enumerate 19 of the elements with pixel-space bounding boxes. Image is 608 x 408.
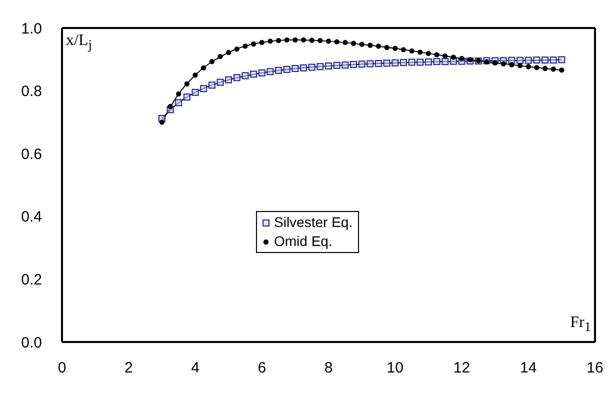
x-tick-label: 12 bbox=[453, 360, 470, 377]
x-tick-label: 16 bbox=[586, 360, 604, 377]
y-tick-label: 0.4 bbox=[21, 208, 42, 226]
legend-label: Silvester Eq. bbox=[274, 213, 353, 232]
x-tick-label: 0 bbox=[58, 360, 66, 377]
y-tick-label: 0.0 bbox=[21, 334, 42, 352]
y-tick-label: 0.6 bbox=[21, 146, 42, 163]
y-tick-label: 0.2 bbox=[21, 272, 42, 289]
x-axis-title: Fr$_{1}$ bbox=[570, 314, 591, 336]
legend-label: Omid Eq. bbox=[274, 232, 332, 251]
x-tick-label: 6 bbox=[258, 360, 266, 377]
x-tick-label: 14 bbox=[520, 360, 537, 377]
x-tick-label: 10 bbox=[386, 360, 404, 377]
y-tick-label: 1.0 bbox=[21, 20, 42, 38]
x-tick-label: 4 bbox=[191, 360, 200, 377]
x-tick-label: 2 bbox=[124, 360, 133, 377]
y-tick-label: 0.8 bbox=[21, 83, 42, 100]
y-axis-title: x/L$_{j}$ bbox=[66, 32, 92, 54]
x-tick-label: 8 bbox=[324, 360, 333, 377]
